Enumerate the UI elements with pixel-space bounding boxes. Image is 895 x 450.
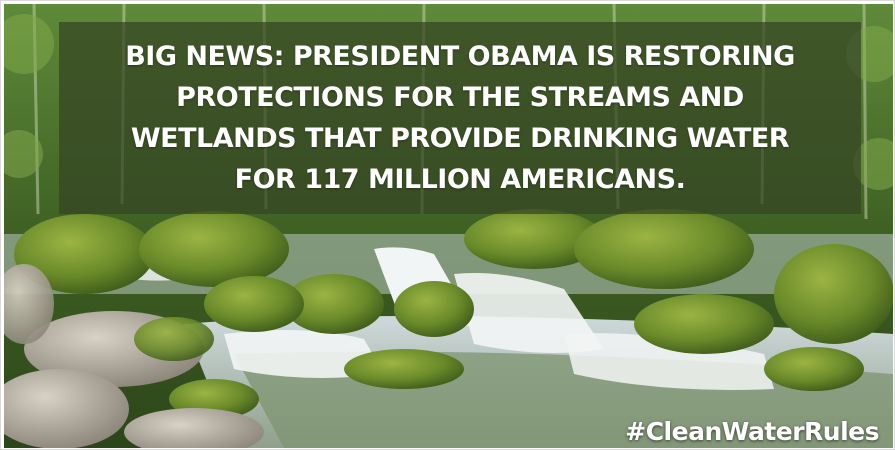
headline-text: BIG NEWS: PRESIDENT OBAMA IS RESTORING P… xyxy=(125,36,795,200)
headline-line-3: WETLANDS THAT PROVIDE DRINKING WATER xyxy=(130,123,790,154)
headline-line-4: FOR 117 MILLION AMERICANS. xyxy=(234,164,686,195)
stream-photo: BIG NEWS: PRESIDENT OBAMA IS RESTORING P… xyxy=(4,4,893,448)
headline-overlay: BIG NEWS: PRESIDENT OBAMA IS RESTORING P… xyxy=(59,22,861,214)
hashtag-label: #CleanWaterRules xyxy=(625,417,879,446)
headline-line-2: PROTECTIONS FOR THE STREAMS AND xyxy=(176,82,744,113)
headline-line-1: BIG NEWS: PRESIDENT OBAMA IS RESTORING xyxy=(125,41,795,72)
